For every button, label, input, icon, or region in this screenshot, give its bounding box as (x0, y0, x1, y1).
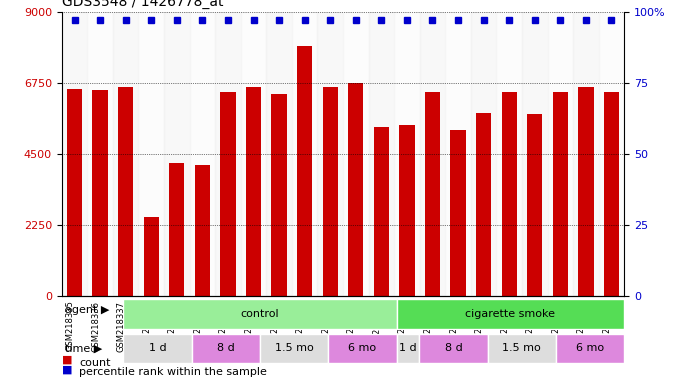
Text: time ▶: time ▶ (65, 343, 102, 354)
FancyBboxPatch shape (329, 334, 397, 363)
Bar (451, 130, 466, 296)
Text: 1.5 mo: 1.5 mo (275, 343, 314, 354)
Bar (476, 113, 491, 296)
Text: 1.5 mo: 1.5 mo (502, 343, 541, 354)
Bar (164, 12, 189, 296)
Text: control: control (241, 309, 279, 319)
Text: count: count (79, 358, 110, 368)
Bar (322, 87, 338, 296)
Text: ■: ■ (62, 355, 72, 365)
Bar (143, 217, 159, 296)
Bar (241, 12, 266, 296)
Text: 6 mo: 6 mo (576, 343, 604, 354)
Bar (62, 12, 87, 296)
Bar (215, 12, 241, 296)
Text: 6 mo: 6 mo (348, 343, 377, 354)
Bar (220, 92, 235, 296)
Bar (374, 127, 389, 296)
FancyBboxPatch shape (260, 334, 329, 363)
Bar (399, 125, 414, 296)
Bar (297, 46, 312, 296)
Bar (139, 12, 164, 296)
Bar (522, 12, 547, 296)
Bar (501, 92, 517, 296)
Bar (471, 12, 497, 296)
FancyBboxPatch shape (123, 334, 192, 363)
Bar (368, 12, 394, 296)
Bar (497, 12, 522, 296)
Bar (578, 87, 593, 296)
Bar (343, 12, 368, 296)
Bar (599, 12, 624, 296)
Bar (113, 12, 139, 296)
Bar (272, 94, 287, 296)
Text: ■: ■ (62, 364, 72, 374)
Bar (348, 83, 364, 296)
FancyBboxPatch shape (397, 334, 419, 363)
Bar (604, 92, 619, 296)
Text: percentile rank within the sample: percentile rank within the sample (79, 367, 267, 377)
Bar (67, 89, 82, 296)
Bar (318, 12, 343, 296)
Bar (246, 87, 261, 296)
Bar (169, 163, 185, 296)
Text: 8 d: 8 d (217, 343, 235, 354)
FancyBboxPatch shape (192, 334, 260, 363)
Text: cigarette smoke: cigarette smoke (465, 309, 556, 319)
Bar (420, 12, 445, 296)
Bar (87, 12, 113, 296)
Bar (425, 92, 440, 296)
FancyBboxPatch shape (419, 334, 488, 363)
Bar (445, 12, 471, 296)
Bar (266, 12, 292, 296)
FancyBboxPatch shape (123, 299, 397, 329)
FancyBboxPatch shape (556, 334, 624, 363)
Bar (573, 12, 599, 296)
Bar (553, 92, 568, 296)
Bar (547, 12, 573, 296)
Bar (93, 91, 108, 296)
Bar (394, 12, 420, 296)
Bar (195, 165, 210, 296)
Text: agent ▶: agent ▶ (65, 305, 110, 315)
Bar (292, 12, 318, 296)
Bar (527, 114, 543, 296)
FancyBboxPatch shape (397, 299, 624, 329)
Text: 1 d: 1 d (399, 343, 417, 354)
FancyBboxPatch shape (488, 334, 556, 363)
Bar (189, 12, 215, 296)
Bar (118, 87, 133, 296)
Text: GDS3548 / 1426778_at: GDS3548 / 1426778_at (62, 0, 223, 9)
Text: 1 d: 1 d (149, 343, 167, 354)
Text: 8 d: 8 d (445, 343, 462, 354)
